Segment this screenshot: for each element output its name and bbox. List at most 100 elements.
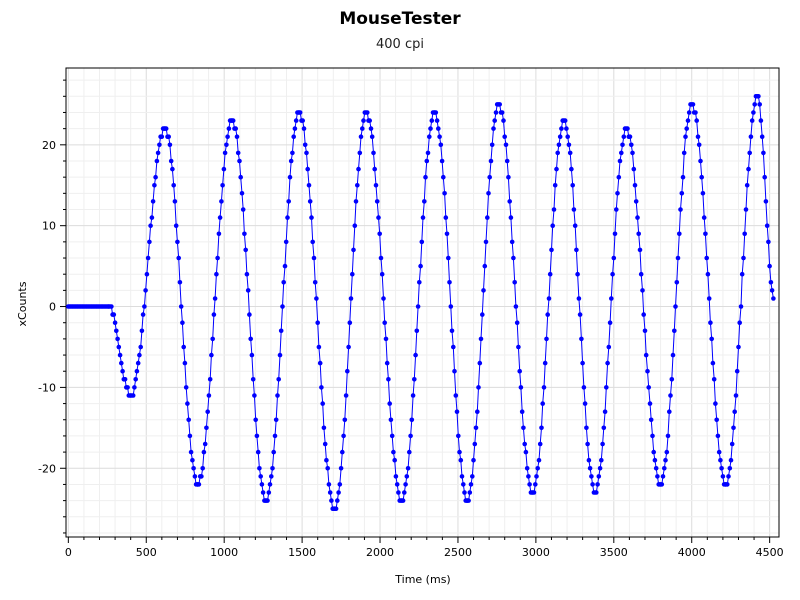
data-point (306, 183, 312, 188)
data-point (448, 304, 454, 309)
data-point (348, 296, 354, 301)
data-point (518, 385, 524, 390)
data-point (361, 118, 366, 123)
data-point (668, 393, 673, 398)
data-point (153, 174, 158, 180)
data-point (270, 466, 275, 471)
data-point (743, 207, 749, 212)
data-point (715, 433, 721, 439)
data-point (456, 433, 461, 439)
data-point (275, 393, 280, 398)
data-point (728, 457, 734, 463)
x-tick-label: 2000 (366, 546, 394, 559)
data-point (621, 134, 627, 139)
data-point (407, 449, 412, 455)
data-point (412, 377, 417, 382)
data-point (752, 102, 757, 107)
data-point (523, 449, 529, 455)
data-point (636, 231, 641, 237)
data-point (461, 482, 466, 487)
data-point (738, 304, 744, 309)
data-point (188, 449, 194, 455)
data-point (288, 158, 294, 164)
data-point (119, 360, 124, 366)
data-point (651, 449, 656, 455)
data-point (150, 199, 156, 204)
x-tick-label: 4000 (678, 546, 706, 559)
data-point (468, 482, 474, 487)
data-point (147, 239, 152, 245)
data-point (317, 360, 323, 366)
data-point (470, 474, 475, 479)
data-point (346, 344, 351, 350)
data-point (467, 490, 473, 495)
data-point (764, 223, 770, 228)
data-point (278, 328, 284, 334)
data-point (342, 417, 348, 423)
data-point (196, 482, 202, 487)
data-point (247, 312, 252, 317)
data-point (408, 433, 413, 439)
data-point (415, 304, 421, 309)
data-point (739, 271, 745, 277)
data-point (616, 174, 622, 180)
data-point (154, 158, 160, 164)
data-point (701, 215, 707, 220)
data-point (489, 142, 495, 148)
data-point (642, 328, 648, 334)
data-point (667, 409, 672, 415)
data-point (257, 466, 262, 471)
data-point (502, 134, 508, 139)
data-point (669, 377, 675, 382)
data-point (555, 150, 560, 156)
data-point (172, 199, 178, 204)
data-point (350, 271, 355, 277)
data-point (509, 239, 515, 245)
data-point (340, 449, 345, 455)
data-point (601, 425, 607, 431)
data-point (681, 150, 687, 156)
data-point (527, 482, 532, 487)
data-point (653, 466, 659, 471)
data-point (704, 255, 709, 261)
data-point (485, 215, 490, 220)
data-point (409, 417, 415, 423)
data-point (396, 490, 401, 495)
data-point (373, 183, 379, 188)
data-point (239, 191, 245, 196)
data-point (447, 280, 452, 285)
data-point (393, 474, 399, 479)
data-point (327, 490, 333, 495)
data-point (698, 158, 703, 164)
data-point (759, 134, 765, 139)
data-point (352, 223, 358, 228)
data-point (686, 110, 692, 115)
grid (66, 68, 779, 537)
data-point (224, 142, 229, 148)
data-point (347, 320, 353, 326)
data-point (751, 110, 756, 115)
data-point (190, 457, 195, 463)
data-point (410, 393, 416, 398)
data-point (748, 134, 754, 139)
data-point (291, 134, 297, 139)
data-point (554, 166, 559, 172)
data-point (433, 110, 439, 115)
data-point (212, 296, 218, 301)
data-point (619, 150, 624, 156)
data-point (326, 482, 332, 487)
plot-frame (65, 67, 780, 538)
data-point (260, 490, 266, 495)
data-point (418, 263, 423, 269)
chart-title: MouseTester (339, 9, 461, 29)
data-point (249, 352, 255, 358)
data-point (182, 360, 188, 366)
data-point (258, 474, 264, 479)
data-point (633, 199, 639, 204)
data-point (670, 352, 676, 358)
data-point (761, 150, 766, 156)
x-tick-label: 2500 (444, 546, 472, 559)
data-point (272, 433, 278, 439)
data-point (277, 352, 283, 358)
data-point (367, 118, 373, 123)
